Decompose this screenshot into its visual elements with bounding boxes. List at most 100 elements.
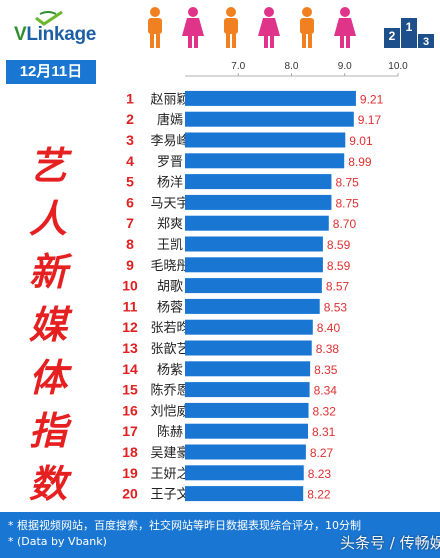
artist-name: 张歆艺 bbox=[150, 341, 189, 357]
rank-number: 20 bbox=[122, 486, 138, 502]
value-label: 8.34 bbox=[314, 384, 338, 398]
rank-number: 10 bbox=[122, 278, 138, 294]
bar bbox=[185, 174, 332, 190]
rank-number: 6 bbox=[126, 194, 134, 210]
artist-name: 郑爽 bbox=[157, 217, 183, 232]
rank-number: 17 bbox=[122, 423, 138, 439]
logo-text: VLinkage bbox=[14, 24, 96, 46]
bar bbox=[185, 132, 346, 148]
value-label: 8.31 bbox=[312, 425, 336, 439]
vertical-title: 艺 人 新 媒 体 指 数 bbox=[22, 140, 74, 511]
value-label: 8.75 bbox=[335, 176, 359, 190]
bar bbox=[185, 298, 320, 314]
artist-name: 陈乔恩 bbox=[150, 383, 189, 399]
watermark: 头条号 / 传畅娱乐 bbox=[340, 534, 440, 552]
bar bbox=[185, 215, 329, 231]
artist-name: 杨紫 bbox=[157, 363, 183, 378]
artist-name: 杨蓉 bbox=[157, 300, 183, 315]
male-icon bbox=[224, 7, 238, 48]
bar bbox=[185, 236, 323, 252]
bar bbox=[185, 402, 309, 418]
title-char: 艺 bbox=[28, 144, 67, 188]
rank-number: 12 bbox=[122, 319, 138, 335]
date-badge: 12月11日 bbox=[6, 60, 96, 84]
value-label: 9.17 bbox=[358, 113, 382, 127]
value-label: 8.35 bbox=[314, 363, 338, 377]
people-icons bbox=[148, 7, 356, 48]
logo-text-v: V bbox=[14, 24, 27, 45]
artist-name: 王子文 bbox=[150, 488, 189, 503]
value-label: 8.22 bbox=[307, 488, 331, 502]
bar bbox=[185, 340, 312, 356]
podium-digit-2: 2 bbox=[389, 29, 396, 43]
x-tick-label: 7.0 bbox=[231, 61, 245, 72]
title-char: 指 bbox=[28, 409, 67, 453]
artist-name: 唐嫣 bbox=[157, 112, 183, 128]
bar bbox=[185, 444, 306, 460]
value-label: 8.75 bbox=[335, 196, 359, 210]
artist-name: 杨洋 bbox=[157, 176, 183, 191]
artist-name: 罗晋 bbox=[157, 155, 183, 170]
female-icon bbox=[182, 7, 204, 48]
logo-text-rest: Linkage bbox=[26, 24, 97, 45]
artist-name: 毛晓彤 bbox=[150, 259, 189, 274]
bar bbox=[185, 361, 311, 377]
rank-number: 9 bbox=[126, 257, 134, 273]
male-icon bbox=[300, 7, 314, 48]
rank-number: 13 bbox=[122, 340, 138, 356]
male-icon bbox=[148, 7, 162, 48]
value-label: 8.70 bbox=[333, 217, 357, 231]
x-tick-label: 8.0 bbox=[285, 61, 299, 72]
value-label: 8.57 bbox=[326, 280, 350, 294]
bar bbox=[185, 319, 313, 335]
female-icon bbox=[334, 7, 356, 48]
value-label: 9.01 bbox=[349, 134, 373, 148]
bar bbox=[185, 423, 309, 439]
value-label: 8.99 bbox=[348, 155, 372, 169]
value-label: 8.27 bbox=[310, 446, 334, 460]
rank-number: 14 bbox=[122, 361, 138, 377]
artist-name: 赵丽颖 bbox=[150, 92, 189, 107]
bar bbox=[185, 111, 354, 127]
rank-number: 5 bbox=[126, 174, 134, 190]
vlinkage-logo: VLinkage bbox=[10, 8, 130, 46]
rank-number: 19 bbox=[122, 465, 138, 481]
x-tick-label: 9.0 bbox=[338, 61, 352, 72]
bar bbox=[185, 194, 332, 210]
artist-name: 陈赫 bbox=[157, 424, 183, 440]
rank-number: 11 bbox=[123, 298, 138, 314]
artist-name: 王妍之 bbox=[150, 467, 189, 482]
logo-swoosh-icon bbox=[35, 10, 63, 26]
value-label: 8.59 bbox=[327, 238, 351, 252]
rank-number: 3 bbox=[126, 132, 134, 148]
title-char: 数 bbox=[28, 462, 67, 506]
title-char: 体 bbox=[28, 356, 67, 400]
female-icon bbox=[258, 7, 280, 48]
rank-number: 8 bbox=[126, 236, 134, 252]
value-label: 8.53 bbox=[324, 300, 348, 314]
title-char: 媒 bbox=[28, 303, 67, 347]
footer-source: * (Data by Vbank) bbox=[8, 535, 107, 548]
rank-number: 15 bbox=[122, 382, 138, 398]
podium-digit-3: 3 bbox=[423, 36, 429, 48]
artist-name: 吴建豪 bbox=[150, 445, 189, 461]
artist-name: 张若昀 bbox=[150, 320, 189, 336]
value-label: 8.59 bbox=[327, 259, 351, 273]
bar bbox=[185, 465, 304, 481]
x-tick-label: 10.0 bbox=[388, 61, 408, 72]
value-label: 8.38 bbox=[316, 342, 340, 356]
title-char: 新 bbox=[28, 250, 67, 294]
value-label: 9.21 bbox=[360, 92, 384, 106]
rank-number: 16 bbox=[122, 402, 138, 418]
bar bbox=[185, 278, 322, 294]
rank-number: 1 bbox=[126, 90, 134, 106]
footer-note: * 根据视频网站，百度搜索，社交网站等昨日数据表现综合评分，10分制 bbox=[8, 519, 361, 532]
rank-number: 7 bbox=[126, 215, 134, 231]
artist-name: 刘恺威 bbox=[150, 404, 189, 419]
artist-name: 胡歌 bbox=[157, 280, 183, 295]
rank-number: 4 bbox=[126, 153, 134, 169]
podium-icon: 2 1 3 bbox=[384, 18, 434, 48]
rank-number: 2 bbox=[126, 111, 134, 127]
footer: * 根据视频网站，百度搜索，社交网站等昨日数据表现综合评分，10分制 * (Da… bbox=[0, 512, 440, 558]
bar bbox=[185, 486, 304, 502]
